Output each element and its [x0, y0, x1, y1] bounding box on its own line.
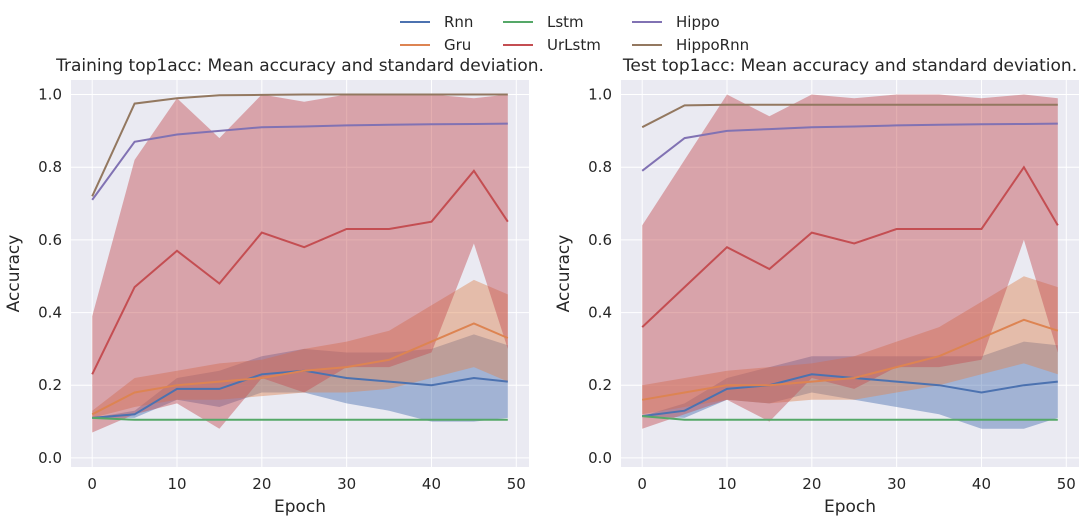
std-band-urlstm [92, 94, 508, 433]
x-tick-label: 30 [887, 475, 906, 493]
series-line-lstm [92, 416, 508, 421]
series-line-hippornn [641, 103, 1058, 129]
x-tick-label: 40 [972, 475, 991, 493]
y-tick-label: 0.8 [588, 158, 612, 176]
x-tick-label: 50 [507, 475, 526, 493]
legend-label: UrLstm [547, 36, 601, 54]
series-line-hippornn [91, 93, 508, 197]
plot-background [621, 80, 1079, 467]
y-tick-label: 0.0 [38, 449, 62, 467]
legend-item-hippo: Hippo [632, 13, 720, 31]
y-tick-label: 1.0 [38, 86, 62, 104]
series-line-hippo [91, 122, 508, 201]
chart-title: Training top1acc: Mean accuracy and stan… [55, 56, 544, 76]
y-tick-label: 0.6 [588, 231, 612, 249]
x-tick-label: 30 [337, 475, 356, 493]
x-tick-label: 10 [167, 475, 186, 493]
y-tick-label: 1.0 [588, 86, 612, 104]
plot-background [71, 80, 529, 467]
series-line-gru [642, 318, 1059, 401]
legend-item-rnn: Rnn [400, 13, 473, 31]
y-axis-label: Accuracy [554, 235, 574, 313]
std-band-rnn [92, 334, 508, 422]
x-tick-label: 0 [637, 475, 647, 493]
legend-item-lstm: Lstm [503, 13, 584, 31]
series-line-lstm [642, 415, 1058, 421]
x-axis-label: Epoch [824, 497, 876, 517]
y-tick-label: 0.4 [38, 304, 62, 322]
training-chart-panel: 0 10 20 30 40 50 0.0 0.2 0.4 0.6 0.8 1.0 Epoch Accura… [4, 56, 544, 517]
chart-title: Test top1acc: Mean accuracy and standard… [622, 56, 1077, 76]
x-tick-label: 0 [87, 475, 97, 493]
legend-label: Gru [444, 36, 471, 54]
std-band-urlstm [642, 94, 1058, 429]
series-line-gru [91, 322, 509, 416]
y-tick-label: 0.8 [38, 158, 62, 176]
test-chart-panel: 0 10 20 30 40 50 0.0 0.2 0.4 0.6 0.8 1.0 Epoch Accura… [554, 56, 1079, 517]
legend-label: Hippo [676, 13, 720, 31]
legend: Rnn Gru Lstm UrLstm Hippo HippoRnn [400, 13, 749, 54]
std-band-gru [642, 276, 1058, 415]
legend-label: Lstm [547, 13, 584, 31]
x-tick-label: 20 [252, 475, 271, 493]
x-axis-label: Epoch [274, 497, 326, 517]
legend-label: Rnn [444, 13, 473, 31]
y-axis-label: Accuracy [4, 235, 24, 313]
x-tick-label: 40 [422, 475, 441, 493]
x-tick-label: 20 [802, 475, 821, 493]
y-tick-label: 0.0 [588, 449, 612, 467]
x-tick-label: 10 [717, 475, 736, 493]
series-line-urlstm [91, 169, 509, 375]
legend-item-urlstm: UrLstm [503, 36, 601, 54]
y-tick-label: 0.4 [588, 304, 612, 322]
legend-item-hippornn: HippoRnn [632, 36, 749, 54]
series-line-urlstm [641, 165, 1059, 328]
y-tick-label: 0.6 [38, 231, 62, 249]
legend-item-gru: Gru [400, 36, 471, 54]
series-line-hippo [641, 122, 1058, 172]
y-tick-label: 0.2 [588, 376, 612, 394]
y-tick-label: 0.2 [38, 376, 62, 394]
legend-label: HippoRnn [676, 36, 749, 54]
std-band-rnn [642, 341, 1058, 429]
x-tick-label: 50 [1057, 475, 1076, 493]
